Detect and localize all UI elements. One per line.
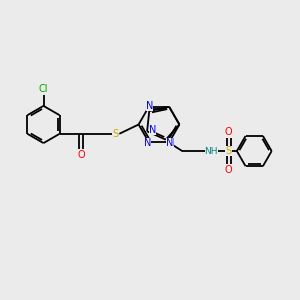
Text: N: N — [167, 138, 174, 148]
Text: N: N — [149, 125, 156, 135]
Text: N: N — [146, 101, 153, 111]
Text: N: N — [166, 138, 173, 148]
Text: O: O — [225, 128, 232, 137]
Text: S: S — [226, 146, 232, 156]
Text: Cl: Cl — [39, 84, 48, 94]
Text: N: N — [144, 138, 151, 148]
Text: O: O — [225, 165, 232, 175]
Text: S: S — [112, 129, 119, 139]
Text: O: O — [77, 150, 85, 160]
Text: NH: NH — [205, 147, 218, 156]
